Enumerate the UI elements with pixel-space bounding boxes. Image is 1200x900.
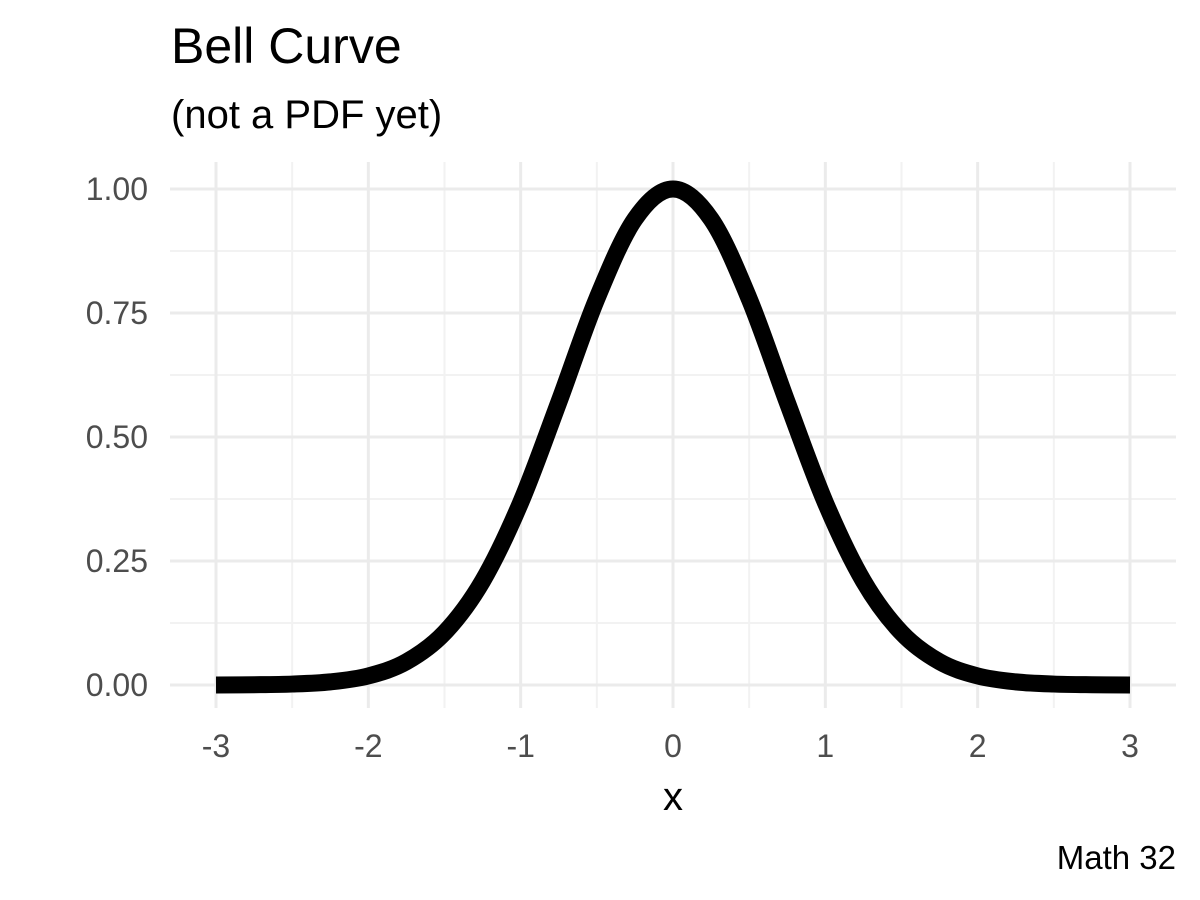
y-tick-label: 0.75 [86, 295, 148, 331]
y-tick-label: 0.00 [86, 667, 148, 703]
x-tick-label: 1 [816, 728, 834, 764]
series-line [215, 180, 1131, 694]
x-tick-label: 2 [969, 728, 987, 764]
y-tick-label: 1.00 [86, 171, 148, 207]
x-tick-label: 3 [1121, 728, 1139, 764]
y-axis-ticks: 0.00 0.25 0.50 0.75 1.00 [86, 171, 148, 703]
chart-title: Bell Curve [171, 18, 402, 74]
x-tick-label: -3 [202, 728, 230, 764]
y-tick-label: 0.25 [86, 543, 148, 579]
x-axis-ticks: -3 -2 -1 0 1 2 3 [202, 728, 1139, 764]
x-tick-label: -2 [354, 728, 382, 764]
series-layer [215, 180, 1131, 694]
chart-caption: Math 32 [1056, 839, 1176, 876]
y-tick-label: 0.50 [86, 419, 148, 455]
chart-subtitle: (not a PDF yet) [171, 93, 443, 137]
plot-grid [170, 162, 1176, 708]
x-axis-label: x [663, 775, 683, 819]
x-tick-label: -1 [506, 728, 534, 764]
x-tick-label: 0 [664, 728, 682, 764]
